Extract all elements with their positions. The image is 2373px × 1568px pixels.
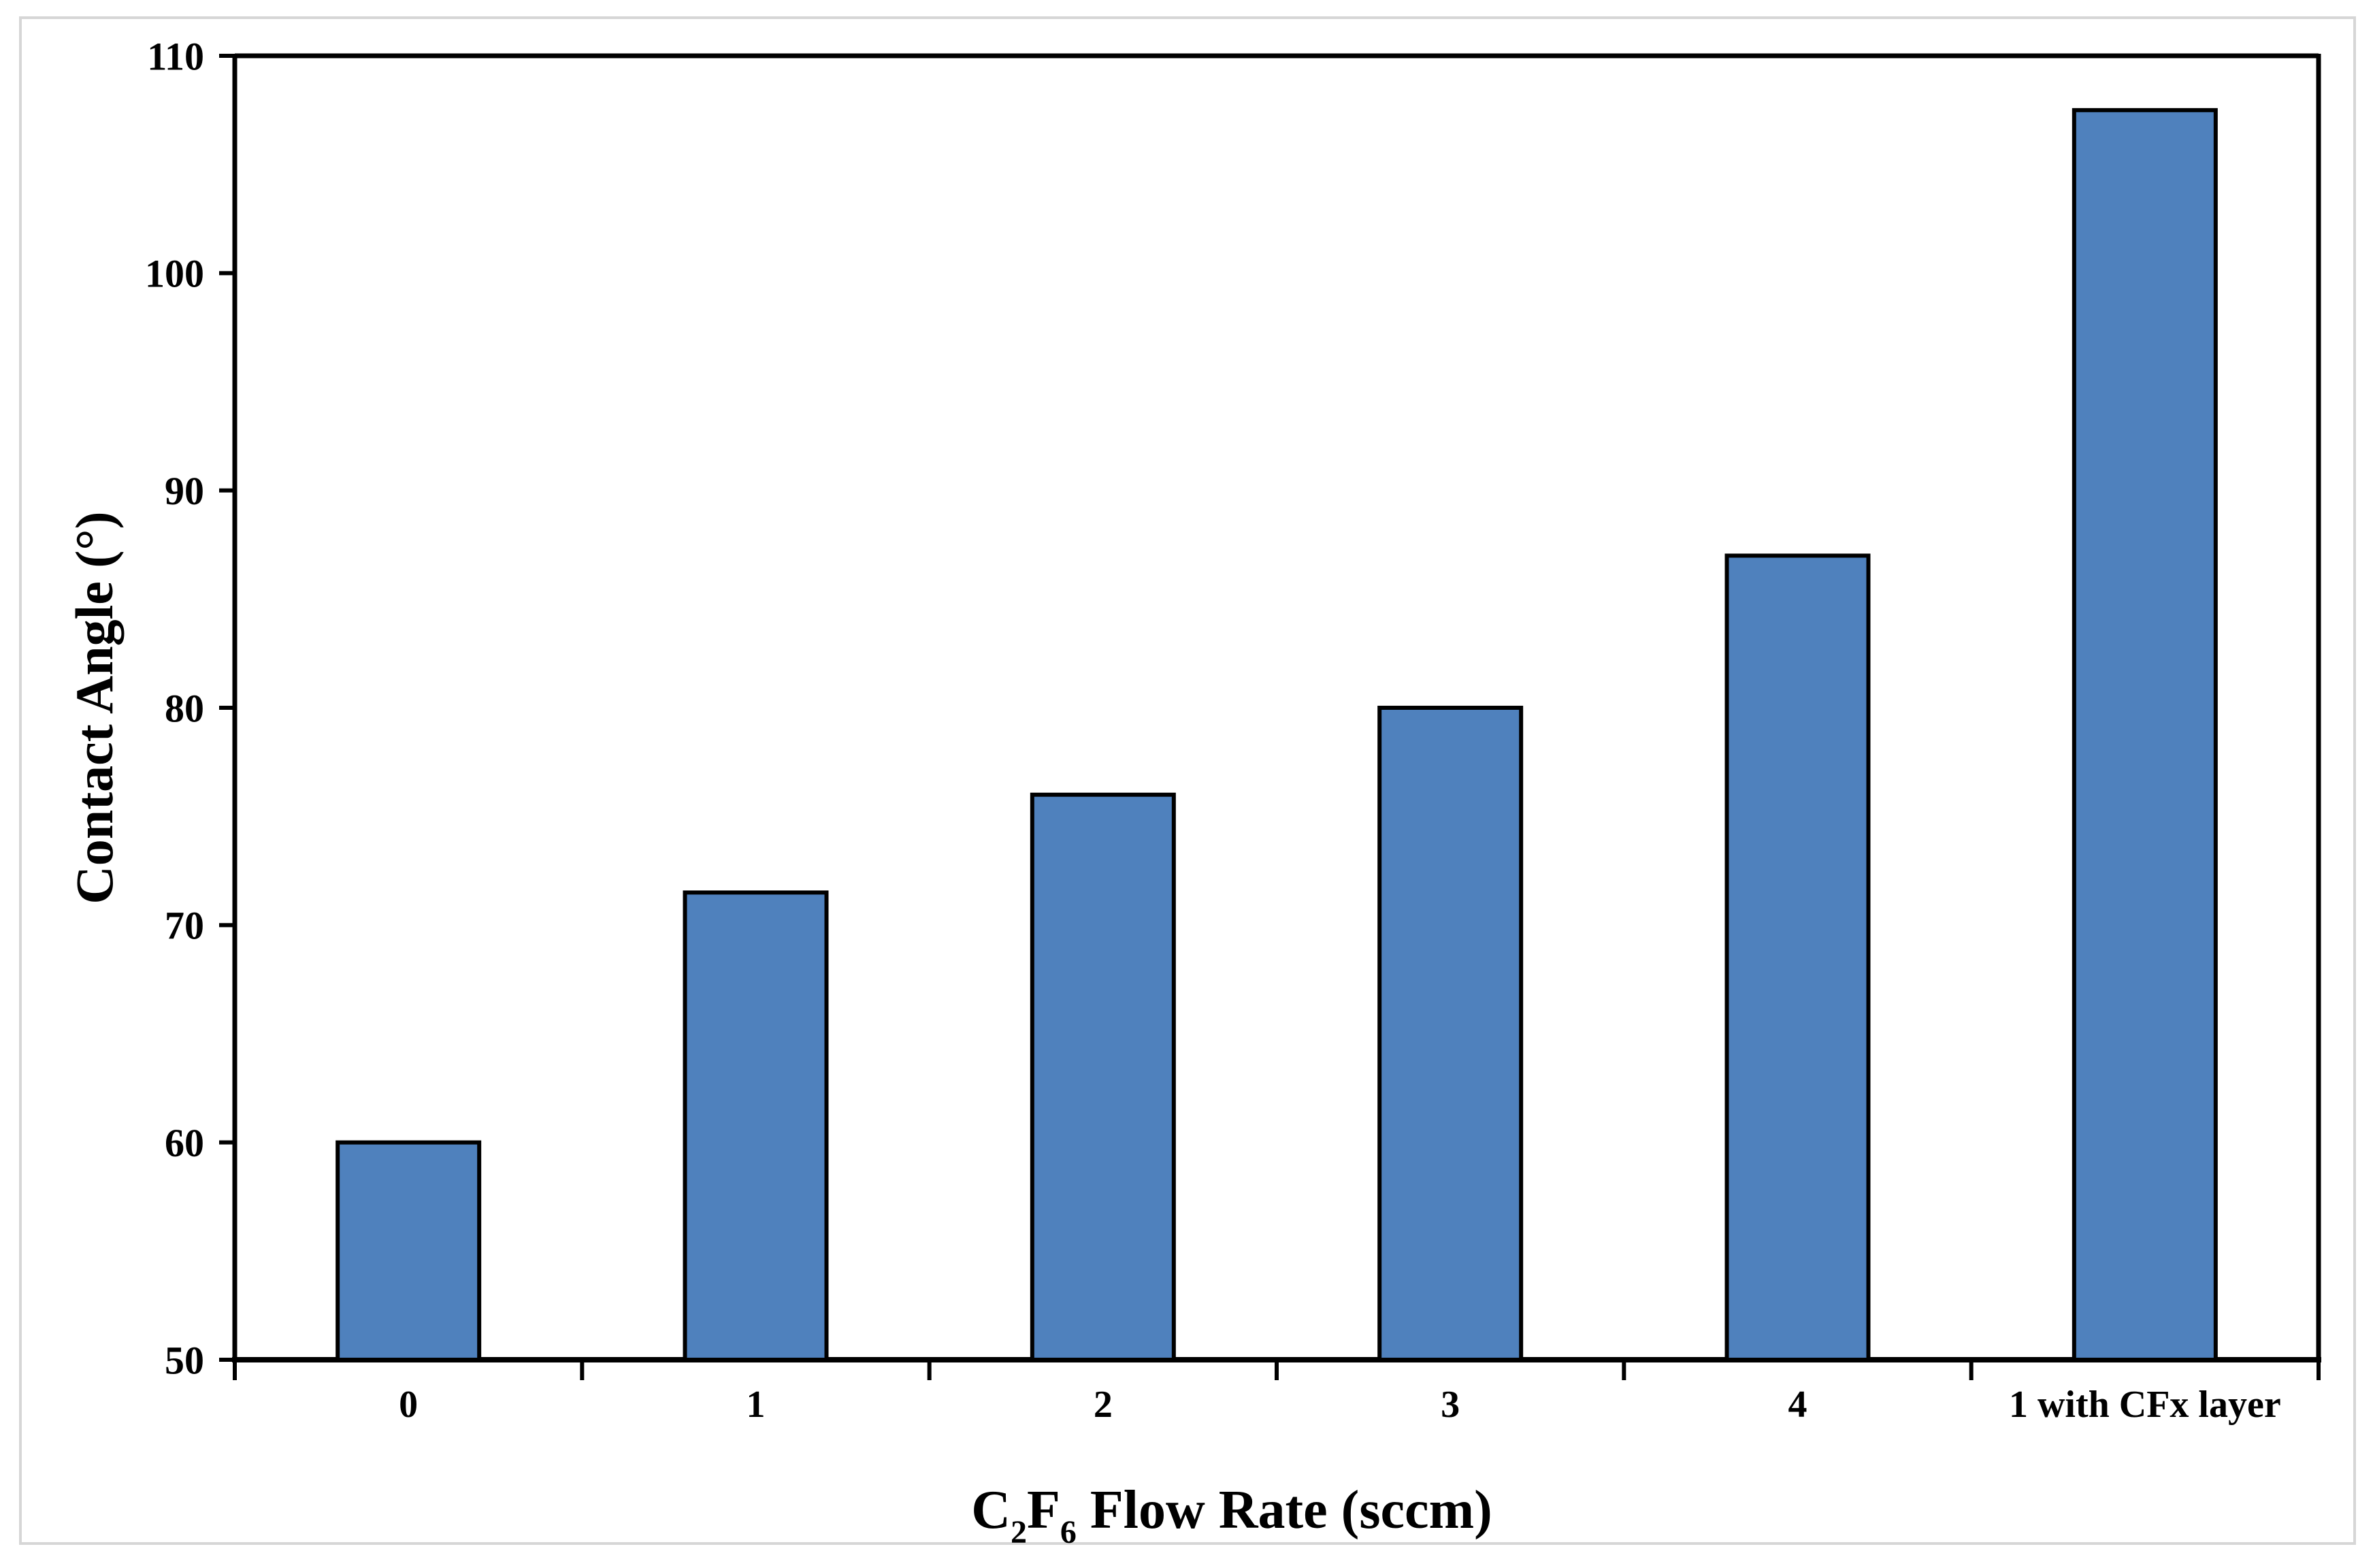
y-tick-label-50: 50: [165, 1338, 204, 1382]
x-tick-label-1-with-cfx-layer: 1 with CFx layer: [2009, 1384, 2281, 1426]
y-tick-label-60: 60: [165, 1121, 204, 1165]
bar-0: [336, 1140, 482, 1362]
y-tick-label-70: 70: [165, 904, 204, 948]
x-tick-label-0: 0: [399, 1384, 418, 1426]
x-tick-label-2: 2: [1094, 1384, 1113, 1426]
y-axis-title: Contact Angle (°): [65, 511, 124, 904]
x-tick-label-4: 4: [1788, 1384, 1807, 1426]
figure-border: [19, 16, 2356, 1545]
x-tick-label-1: 1: [747, 1384, 766, 1426]
y-tick-label-110: 110: [147, 34, 204, 78]
bar-1: [683, 890, 829, 1362]
bar-2: [1030, 792, 1176, 1362]
x-axis-title: C2F6 Flow Rate (sccm): [971, 1480, 1492, 1550]
y-tick-label-90: 90: [165, 469, 204, 513]
y-tick-label-100: 100: [145, 252, 204, 296]
bar-4: [1724, 553, 1871, 1362]
bar-1-with-cfx-layer: [2072, 108, 2218, 1362]
y-tick-label-80: 80: [165, 686, 204, 730]
bar-3: [1377, 706, 1524, 1362]
x-tick-label-3: 3: [1441, 1384, 1460, 1426]
